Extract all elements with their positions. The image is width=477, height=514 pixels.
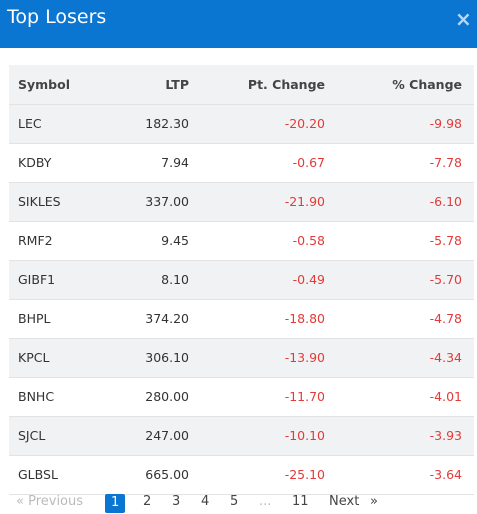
page-link-1[interactable]: 1 [105,494,126,513]
table-row[interactable]: BNHC 280.00 -11.70 -4.01 [9,377,474,416]
pct-change-cell: -5.70 [429,272,462,287]
page-link-2[interactable]: 2 [143,494,152,509]
page-link-5[interactable]: 5 [230,494,239,509]
pct-change-cell: -4.01 [429,389,462,404]
table-body: LEC 182.30 -20.20 -9.98 KDBY 7.94 -0.67 … [9,104,474,494]
column-header-ltp[interactable]: LTP [119,65,197,105]
ltp-cell: 665.00 [145,467,189,482]
symbol-cell[interactable]: SIKLES [18,194,61,209]
ltp-cell: 182.30 [145,116,189,131]
pt-change-cell: -11.70 [284,389,325,404]
symbol-cell[interactable]: LEC [18,116,42,131]
pt-change-cell: -25.10 [284,467,325,482]
table-row[interactable]: SIKLES 337.00 -21.90 -6.10 [9,182,474,221]
table-row[interactable]: KPCL 306.10 -13.90 -4.34 [9,338,474,377]
ltp-cell: 337.00 [145,194,189,209]
page-ellipsis: ... [259,494,272,509]
pct-change-cell: -9.98 [429,116,462,131]
ltp-cell: 8.10 [161,272,189,287]
modal-title: Top Losers [7,6,107,28]
table-row[interactable]: KDBY 7.94 -0.67 -7.78 [9,143,474,182]
pct-change-cell: -5.78 [429,233,462,248]
table-row[interactable]: GIBF1 8.10 -0.49 -5.70 [9,260,474,299]
symbol-cell[interactable]: BHPL [18,311,51,326]
pt-change-cell: -20.20 [284,116,325,131]
symbol-cell[interactable]: SJCL [18,428,46,443]
table-row[interactable]: LEC 182.30 -20.20 -9.98 [9,104,474,143]
table-row[interactable]: RMF2 9.45 -0.58 -5.78 [9,221,474,260]
table-row[interactable]: BHPL 374.20 -18.80 -4.78 [9,299,474,338]
ltp-cell: 9.45 [161,233,189,248]
pct-change-cell: -4.78 [429,311,462,326]
pt-change-cell: -21.90 [284,194,325,209]
ltp-cell: 280.00 [145,389,189,404]
ltp-cell: 374.20 [145,311,189,326]
column-header-pt-change[interactable]: Pt. Change [197,65,333,105]
page-link-4[interactable]: 4 [201,494,210,509]
pt-change-cell: -13.90 [284,350,325,365]
page-link-11[interactable]: 11 [292,494,309,509]
ltp-cell: 7.94 [161,155,189,170]
next-page-link[interactable]: Next [329,494,360,509]
last-page-link[interactable]: » [370,494,378,509]
symbol-cell[interactable]: GLBSL [18,467,58,482]
table-header-row: Symbol LTP Pt. Change % Change [9,65,474,105]
ltp-cell: 247.00 [145,428,189,443]
pct-change-cell: -3.93 [429,428,462,443]
pt-change-cell: -0.67 [292,155,325,170]
table-row[interactable]: GLBSL 665.00 -25.10 -3.64 [9,455,474,494]
symbol-cell[interactable]: BNHC [18,389,55,404]
pt-change-cell: -18.80 [284,311,325,326]
pct-change-cell: -4.34 [429,350,462,365]
column-header-pct-change[interactable]: % Change [333,65,474,105]
ltp-cell: 306.10 [145,350,189,365]
pt-change-cell: -0.58 [292,233,325,248]
page-link-3[interactable]: 3 [172,494,181,509]
pct-change-cell: -7.78 [429,155,462,170]
symbol-cell[interactable]: RMF2 [18,233,53,248]
pct-change-cell: -3.64 [429,467,462,482]
table-row[interactable]: SJCL 247.00 -10.10 -3.93 [9,416,474,455]
pt-change-cell: -0.49 [292,272,325,287]
modal-header: Top Losers × [0,0,477,48]
losers-table-container: Symbol LTP Pt. Change % Change LEC 182.3… [9,65,474,495]
symbol-cell[interactable]: GIBF1 [18,272,56,287]
losers-table: Symbol LTP Pt. Change % Change LEC 182.3… [9,65,474,495]
pct-change-cell: -6.10 [429,194,462,209]
previous-page-link[interactable]: « Previous [16,494,84,509]
column-header-symbol[interactable]: Symbol [9,65,119,105]
symbol-cell[interactable]: KPCL [18,350,50,365]
pt-change-cell: -10.10 [284,428,325,443]
close-icon[interactable]: × [455,7,472,31]
symbol-cell[interactable]: KDBY [18,155,52,170]
